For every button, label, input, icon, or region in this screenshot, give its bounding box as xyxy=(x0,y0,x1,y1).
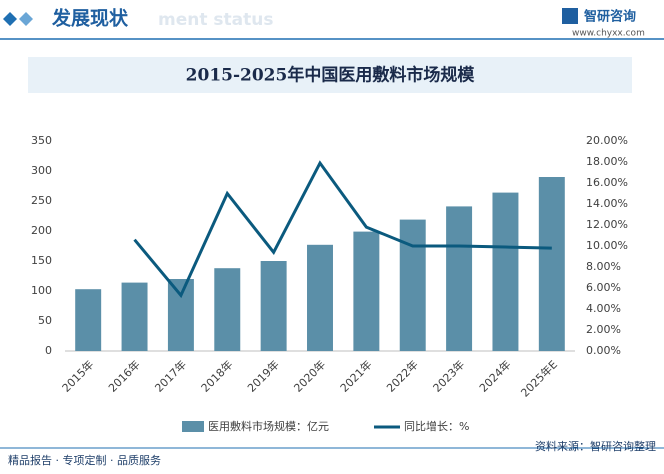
header-icon xyxy=(3,12,17,26)
line xyxy=(133,160,552,299)
y2-tick-label: 2.00% xyxy=(586,323,621,336)
bar xyxy=(214,268,241,351)
url: www.chyxx.com xyxy=(572,29,645,39)
y-tick-label: 200 xyxy=(31,224,52,237)
y2-tick-label: 6.00% xyxy=(586,281,621,294)
y-tick-label: 350 xyxy=(31,134,52,147)
bar xyxy=(353,231,380,351)
bar xyxy=(492,192,519,351)
header-title: 发展现状 xyxy=(51,7,129,30)
bar xyxy=(446,206,473,351)
y2-tick-label: 18.00% xyxy=(586,155,628,168)
y2-tick-label: 0.00% xyxy=(586,344,621,357)
chart-title: 2015-2025年中国医用敷料市场规模 xyxy=(186,65,476,86)
footer-left: 精品报告 · 专项定制 · 品质服务 xyxy=(8,453,161,467)
bar xyxy=(307,244,333,351)
y2-tick-label: 8.00% xyxy=(586,260,621,273)
y2-tick-label: 10.00% xyxy=(586,239,628,252)
legend-swatch xyxy=(182,421,204,432)
y2-tick-label: 12.00% xyxy=(586,218,628,231)
y2-tick-label: 16.00% xyxy=(586,176,628,189)
y-tick-label: 250 xyxy=(31,194,52,207)
y2-tick-label: 20.00% xyxy=(586,134,628,147)
bar xyxy=(167,279,194,351)
header-icon xyxy=(19,12,33,26)
bar xyxy=(121,282,148,351)
legend-label: 医用敷料市场规模：亿元 xyxy=(208,419,329,433)
y2-tick-label: 14.00% xyxy=(586,197,628,210)
y-tick-label: 100 xyxy=(31,284,52,297)
bar xyxy=(260,261,287,351)
y-tick-label: 300 xyxy=(31,164,52,177)
legend-label: 同比增长：% xyxy=(404,419,469,433)
footer-right: 资料来源：智研咨询整理 xyxy=(535,439,656,453)
bar xyxy=(538,177,565,351)
y-tick-label: 0 xyxy=(45,344,52,357)
y2-tick-label: 4.00% xyxy=(586,302,621,315)
y-tick-label: 150 xyxy=(31,254,52,267)
header-subtitle: ment status xyxy=(158,10,273,30)
logo-icon xyxy=(562,8,578,24)
title-box xyxy=(28,57,632,93)
bar xyxy=(399,219,426,351)
bar xyxy=(75,289,102,351)
y-tick-label: 50 xyxy=(38,314,52,327)
logo: 智研咨询 xyxy=(584,9,636,25)
